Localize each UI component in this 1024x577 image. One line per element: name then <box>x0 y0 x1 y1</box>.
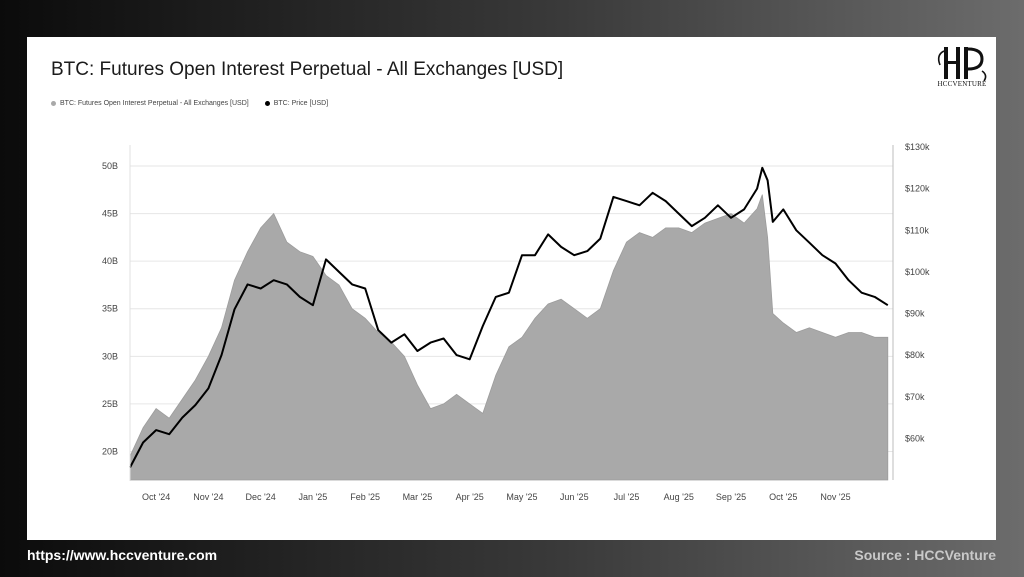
y-left-tick-label: 35B <box>102 304 118 314</box>
chart-legend: BTC: Futures Open Interest Perpetual - A… <box>51 97 328 109</box>
x-tick-label: Aug '25 <box>664 492 694 502</box>
x-tick-label: Oct '24 <box>142 492 170 502</box>
hccventure-logo-icon <box>937 47 987 82</box>
open-interest-area <box>129 194 889 481</box>
legend-swatch-price <box>264 100 270 106</box>
x-tick-label: Jan '25 <box>299 492 328 502</box>
x-tick-label: Sep '25 <box>716 492 746 502</box>
x-tick-label: Apr '25 <box>456 492 484 502</box>
logo-wordmark: HCCVENTURE <box>937 80 987 88</box>
x-tick-label: Nov '25 <box>820 492 850 502</box>
x-tick-label: Dec '24 <box>246 492 276 502</box>
price-line <box>129 166 889 468</box>
oi-price-chart: 20B 25B 30B 35B 40B 45B 50B $60k $70k $80k $90k $10… <box>102 142 930 502</box>
y-right-tick-label: $130k <box>905 142 930 152</box>
y-right-tick-label: $80k <box>905 350 925 360</box>
legend-item-open-interest[interactable]: BTC: Futures Open Interest Perpetual - A… <box>51 100 249 107</box>
footer-url-link[interactable]: https://www.hccventure.com <box>27 547 218 563</box>
x-tick-label: Feb '25 <box>350 492 380 502</box>
y-left-tick-label: 50B <box>102 161 118 171</box>
y-right-tick-label: $60k <box>905 433 925 443</box>
x-tick-label: Mar '25 <box>403 492 433 502</box>
legend-item-price[interactable]: BTC: Price [USD] <box>264 99 329 107</box>
legend-label-price: BTC: Price [USD] <box>273 99 329 107</box>
y-left-tick-label: 20B <box>102 446 118 456</box>
x-tick-label: Nov '24 <box>193 492 223 502</box>
legend-label-open-interest: BTC: Futures Open Interest Perpetual - A… <box>60 99 249 107</box>
y-left-tick-label: 45B <box>102 209 118 219</box>
y-right-tick-label: $100k <box>905 267 930 277</box>
y-left-tick-label: 25B <box>102 399 118 409</box>
y-right-tick-label: $120k <box>905 184 930 194</box>
y-left-tick-label: 30B <box>102 351 118 361</box>
chart-card: BTC: Futures Open Interest Perpetual - A… <box>27 37 996 540</box>
y-left-tick-label: 40B <box>102 256 118 266</box>
x-tick-label: Oct '25 <box>769 492 797 502</box>
x-tick-label: Jul '25 <box>614 492 640 502</box>
chart-title: BTC: Futures Open Interest Perpetual - A… <box>51 59 564 80</box>
x-tick-label: May '25 <box>506 492 537 502</box>
y-right-tick-label: $70k <box>905 392 925 402</box>
y-right-tick-label: $90k <box>905 309 925 319</box>
legend-swatch-open-interest <box>51 100 56 106</box>
footer-source: Source : HCCVenture <box>854 547 996 563</box>
y-right-tick-label: $110k <box>905 225 929 235</box>
x-tick-label: Jun '25 <box>560 492 589 502</box>
